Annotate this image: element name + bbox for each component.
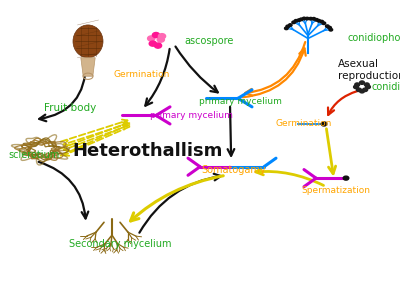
Text: ascospore: ascospore	[184, 36, 233, 46]
Circle shape	[322, 22, 326, 25]
Text: Germination: Germination	[276, 119, 332, 129]
Circle shape	[321, 122, 327, 126]
Text: Asexual
reproduction: Asexual reproduction	[338, 59, 400, 81]
Circle shape	[355, 83, 360, 86]
Circle shape	[354, 85, 358, 89]
Circle shape	[366, 85, 370, 89]
Circle shape	[364, 83, 369, 86]
Circle shape	[317, 19, 321, 22]
Circle shape	[328, 27, 332, 29]
Circle shape	[148, 36, 155, 41]
Circle shape	[288, 24, 292, 26]
Text: Germination: Germination	[114, 70, 170, 79]
Text: Fruit body: Fruit body	[44, 103, 96, 113]
Text: Heterothallism: Heterothallism	[73, 142, 223, 160]
Circle shape	[315, 19, 318, 21]
Circle shape	[306, 17, 309, 20]
Circle shape	[302, 17, 306, 20]
Circle shape	[343, 176, 349, 180]
Circle shape	[284, 27, 288, 30]
Text: primary mycelium: primary mycelium	[198, 97, 282, 106]
Text: Somatogamy: Somatogamy	[202, 164, 266, 175]
Circle shape	[309, 17, 312, 20]
Circle shape	[320, 20, 324, 23]
Text: Spermatization: Spermatization	[302, 186, 370, 196]
Circle shape	[297, 19, 301, 21]
Circle shape	[152, 32, 160, 38]
Circle shape	[294, 20, 298, 22]
Circle shape	[149, 41, 156, 46]
Text: Secondary mycelium: Secondary mycelium	[69, 239, 171, 249]
Circle shape	[329, 28, 333, 31]
Text: primary mycelium: primary mycelium	[150, 111, 233, 120]
Circle shape	[363, 88, 368, 91]
Circle shape	[360, 81, 364, 84]
Circle shape	[312, 17, 316, 20]
Ellipse shape	[73, 25, 103, 58]
Text: conidiophore: conidiophore	[348, 33, 400, 44]
Circle shape	[154, 43, 162, 48]
Circle shape	[360, 89, 364, 93]
Circle shape	[158, 34, 166, 39]
Text: sclerotium: sclerotium	[8, 150, 60, 160]
Polygon shape	[81, 58, 95, 76]
Circle shape	[326, 25, 329, 27]
Circle shape	[300, 18, 303, 21]
Text: conidium: conidium	[372, 82, 400, 92]
Circle shape	[157, 37, 164, 42]
Circle shape	[356, 88, 361, 91]
Circle shape	[286, 25, 290, 28]
Circle shape	[292, 21, 296, 24]
